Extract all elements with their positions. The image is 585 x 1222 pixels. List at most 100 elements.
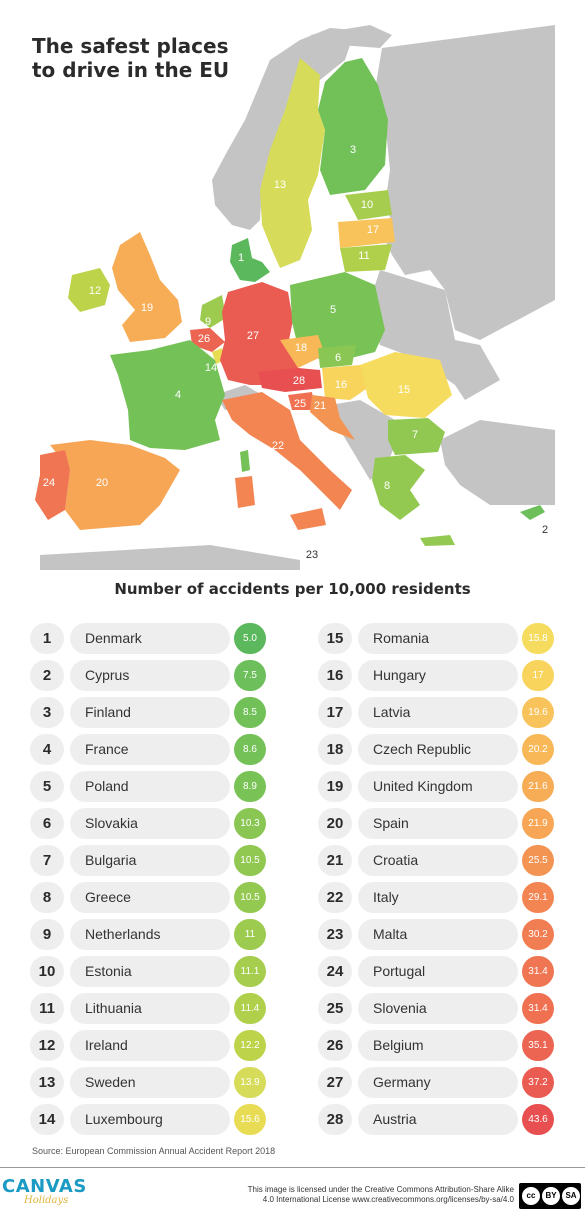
country-name: Austria [358, 1104, 518, 1135]
country-name: Belgium [358, 1030, 518, 1061]
country-name: Latvia [358, 697, 518, 728]
accident-rate-value: 21.9 [522, 808, 554, 839]
map-rank-label: 27 [247, 330, 259, 342]
rank-row: 18 Czech Republic 20.2 [318, 731, 578, 768]
latvia-shape [338, 218, 395, 248]
rank-number: 27 [318, 1067, 352, 1098]
greek-islands-shape [420, 535, 455, 546]
map-rank-label: 6 [335, 352, 341, 364]
accident-rate-value: 31.4 [522, 956, 554, 987]
rank-number: 8 [30, 882, 64, 913]
map-rank-labels: 1234567891011121314151617181920212223242… [43, 144, 548, 561]
map-rank-label: 14 [205, 362, 217, 374]
rank-row: 14 Luxembourg 15.6 [30, 1101, 290, 1138]
country-name: Slovenia [358, 993, 518, 1024]
accident-rate-value: 21.6 [522, 771, 554, 802]
map-rank-label: 28 [293, 375, 305, 387]
rank-row: 6 Slovakia 10.3 [30, 805, 290, 842]
rank-number: 25 [318, 993, 352, 1024]
country-name: Hungary [358, 660, 518, 691]
map-rank-label: 3 [350, 144, 356, 156]
accident-rate-value: 19.6 [522, 697, 554, 728]
country-name: Spain [358, 808, 518, 839]
sa-icon: SA [562, 1187, 580, 1205]
rank-row: 20 Spain 21.9 [318, 805, 578, 842]
accident-rate-value: 13.9 [234, 1067, 266, 1098]
map-rank-label: 16 [335, 379, 347, 391]
country-name: Netherlands [70, 919, 230, 950]
country-name: Denmark [70, 623, 230, 654]
country-name: Estonia [70, 956, 230, 987]
rank-number: 4 [30, 734, 64, 765]
logo-tagline: Holidays [24, 1195, 69, 1206]
rank-number: 3 [30, 697, 64, 728]
rank-number: 21 [318, 845, 352, 876]
europe-map: 1 2 3 4 5 6 7 8 9 10 11 12 13 14 15 16 17 18 19 20 21 22 23 24 2… [0, 0, 585, 570]
rank-list-left: 1 Denmark 5.0 2 Cyprus 7.5 3 Finland 8.5 4 France 8… [30, 620, 290, 1138]
turkey-shape [440, 420, 555, 505]
country-name: Malta [358, 919, 518, 950]
source-note: Source: European Commission Annual Accid… [32, 1146, 276, 1156]
rank-number: 19 [318, 771, 352, 802]
spain-shape [50, 440, 180, 530]
rank-row: 27 Germany 37.2 [318, 1064, 578, 1101]
country-name: Romania [358, 623, 518, 654]
rank-number: 10 [30, 956, 64, 987]
accident-rate-value: 15.8 [522, 623, 554, 654]
hungary-shape [322, 365, 372, 400]
rank-row: 25 Slovenia 31.4 [318, 990, 578, 1027]
accident-rate-value: 30.2 [522, 919, 554, 950]
map-rank-label: 12 [89, 285, 101, 297]
italy-shape [222, 392, 352, 510]
country-name: Czech Republic [358, 734, 518, 765]
accident-rate-value: 12.2 [234, 1030, 266, 1061]
accident-rate-value: 43.6 [522, 1104, 554, 1135]
accident-rate-value: 15.6 [234, 1104, 266, 1135]
country-name: Cyprus [70, 660, 230, 691]
country-name: Slovakia [70, 808, 230, 839]
accident-rate-value: 37.2 [522, 1067, 554, 1098]
rank-row: 8 Greece 10.5 [30, 879, 290, 916]
country-name: Bulgaria [70, 845, 230, 876]
rank-number: 2 [30, 660, 64, 691]
accident-rate-value: 10.5 [234, 845, 266, 876]
croatia-shape [310, 395, 355, 440]
rank-row: 11 Lithuania 11.4 [30, 990, 290, 1027]
map-rank-label: 5 [330, 304, 336, 316]
rank-number: 17 [318, 697, 352, 728]
country-name: United Kingdom [358, 771, 518, 802]
austria-shape [258, 368, 322, 392]
accident-rate-value: 25.5 [522, 845, 554, 876]
accident-rate-value: 8.5 [234, 697, 266, 728]
map-rank-label: 10 [361, 199, 373, 211]
estonia-shape [345, 190, 392, 220]
cyprus-shape [520, 505, 545, 520]
map-rank-label: 4 [175, 389, 181, 401]
map-rank-label: 8 [384, 480, 390, 492]
accident-rate-value: 10.5 [234, 882, 266, 913]
country-name: Luxembourg [70, 1104, 230, 1135]
license-line-1: This image is licensed under the Creativ… [247, 1185, 514, 1194]
rank-row: 5 Poland 8.9 [30, 768, 290, 805]
denmark-shape [230, 238, 270, 282]
rank-number: 7 [30, 845, 64, 876]
accident-rate-value: 20.2 [522, 734, 554, 765]
sweden-shape [260, 58, 325, 268]
corsica-shape [240, 450, 250, 472]
rank-row: 26 Belgium 35.1 [318, 1027, 578, 1064]
accident-rate-value: 29.1 [522, 882, 554, 913]
country-name: Germany [358, 1067, 518, 1098]
rank-number: 16 [318, 660, 352, 691]
rank-number: 13 [30, 1067, 64, 1098]
rank-number: 28 [318, 1104, 352, 1135]
page-title: The safest places to drive in the EU [32, 34, 230, 82]
bulgaria-shape [388, 418, 445, 455]
rank-row: 15 Romania 15.8 [318, 620, 578, 657]
rank-number: 23 [318, 919, 352, 950]
accident-rate-value: 31.4 [522, 993, 554, 1024]
accident-rate-value: 11.4 [234, 993, 266, 1024]
map-rank-label: 21 [314, 400, 326, 412]
sardinia-shape [235, 476, 255, 508]
rank-row: 1 Denmark 5.0 [30, 620, 290, 657]
accident-rate-value: 10.3 [234, 808, 266, 839]
